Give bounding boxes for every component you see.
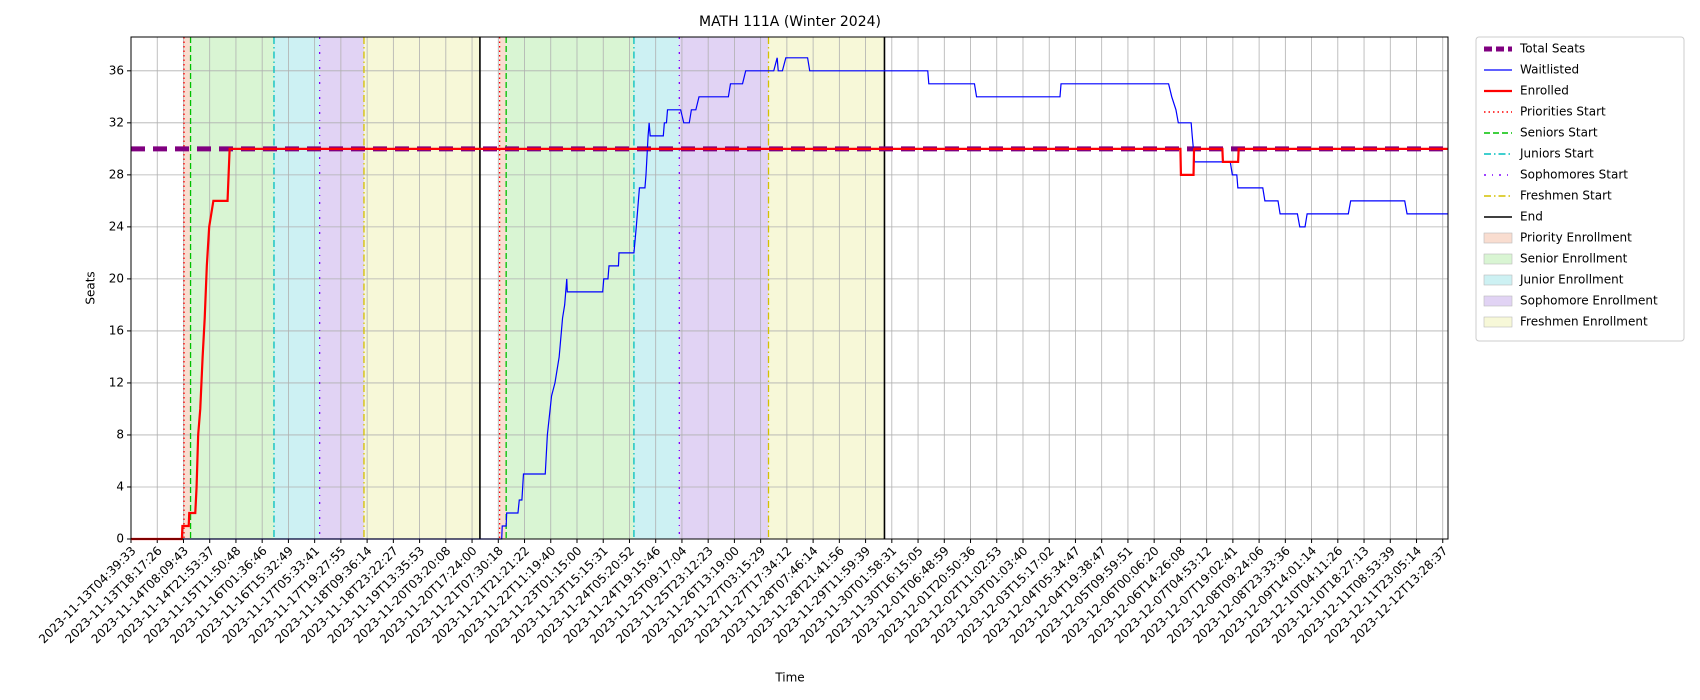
- chart-title: MATH 111A (Winter 2024): [699, 14, 881, 30]
- legend-label: Seniors Start: [1520, 126, 1598, 140]
- y-tick-label: 28: [109, 167, 124, 181]
- enrollment-span: [506, 37, 634, 539]
- y-tick-label: 36: [109, 63, 124, 77]
- legend-label: Senior Enrollment: [1520, 252, 1628, 266]
- legend-label: Waitlisted: [1520, 63, 1579, 77]
- enrollment-span: [273, 37, 320, 539]
- legend-swatch: [1483, 295, 1513, 307]
- y-tick-label: 0: [116, 532, 124, 546]
- legend-label: Total Seats: [1519, 42, 1585, 56]
- y-axis-label: Seats: [84, 271, 98, 304]
- y-tick-label: 32: [109, 115, 124, 129]
- y-tick-label: 20: [109, 271, 124, 285]
- legend-label: Priority Enrollment: [1520, 231, 1632, 245]
- legend-label: Sophomore Enrollment: [1520, 294, 1658, 308]
- y-tick-label: 8: [116, 427, 124, 441]
- plot-frame: [130, 36, 1449, 540]
- legend-frame: [1475, 36, 1685, 342]
- series-line: [131, 57, 1448, 540]
- enrollment-span: [183, 37, 191, 539]
- legend-label: Juniors Start: [1519, 147, 1594, 161]
- y-tick-label: 16: [109, 323, 124, 337]
- legend-swatch: [1483, 274, 1513, 286]
- legend-label: Freshmen Enrollment: [1520, 315, 1648, 329]
- legend-swatch: [1483, 253, 1513, 265]
- y-tick-label: 4: [116, 479, 124, 493]
- x-axis-label: Time: [774, 671, 804, 685]
- enrollment-span: [319, 37, 364, 539]
- legend-label: Junior Enrollment: [1519, 273, 1624, 287]
- y-tick-label: 24: [109, 219, 124, 233]
- legend-label: Sophomores Start: [1520, 168, 1628, 182]
- legend-label: Priorities Start: [1520, 105, 1606, 119]
- enrollment-span: [190, 37, 274, 539]
- enrollment-span: [679, 37, 769, 539]
- series-line: [131, 147, 1448, 541]
- legend-swatch: [1483, 316, 1513, 328]
- legend-label: Freshmen Start: [1520, 189, 1612, 203]
- legend-swatch: [1483, 232, 1513, 244]
- y-tick-label: 12: [109, 375, 124, 389]
- legend: Total Seats Waitlisted Enrolled Priorities …: [1475, 36, 1685, 342]
- enrollment-span: [633, 37, 680, 539]
- legend-label: Enrolled: [1520, 84, 1569, 98]
- enrollment-span: [768, 37, 885, 539]
- enrollment-span: [499, 37, 507, 539]
- legend-label: End: [1520, 210, 1543, 224]
- enrollment-span: [363, 37, 480, 539]
